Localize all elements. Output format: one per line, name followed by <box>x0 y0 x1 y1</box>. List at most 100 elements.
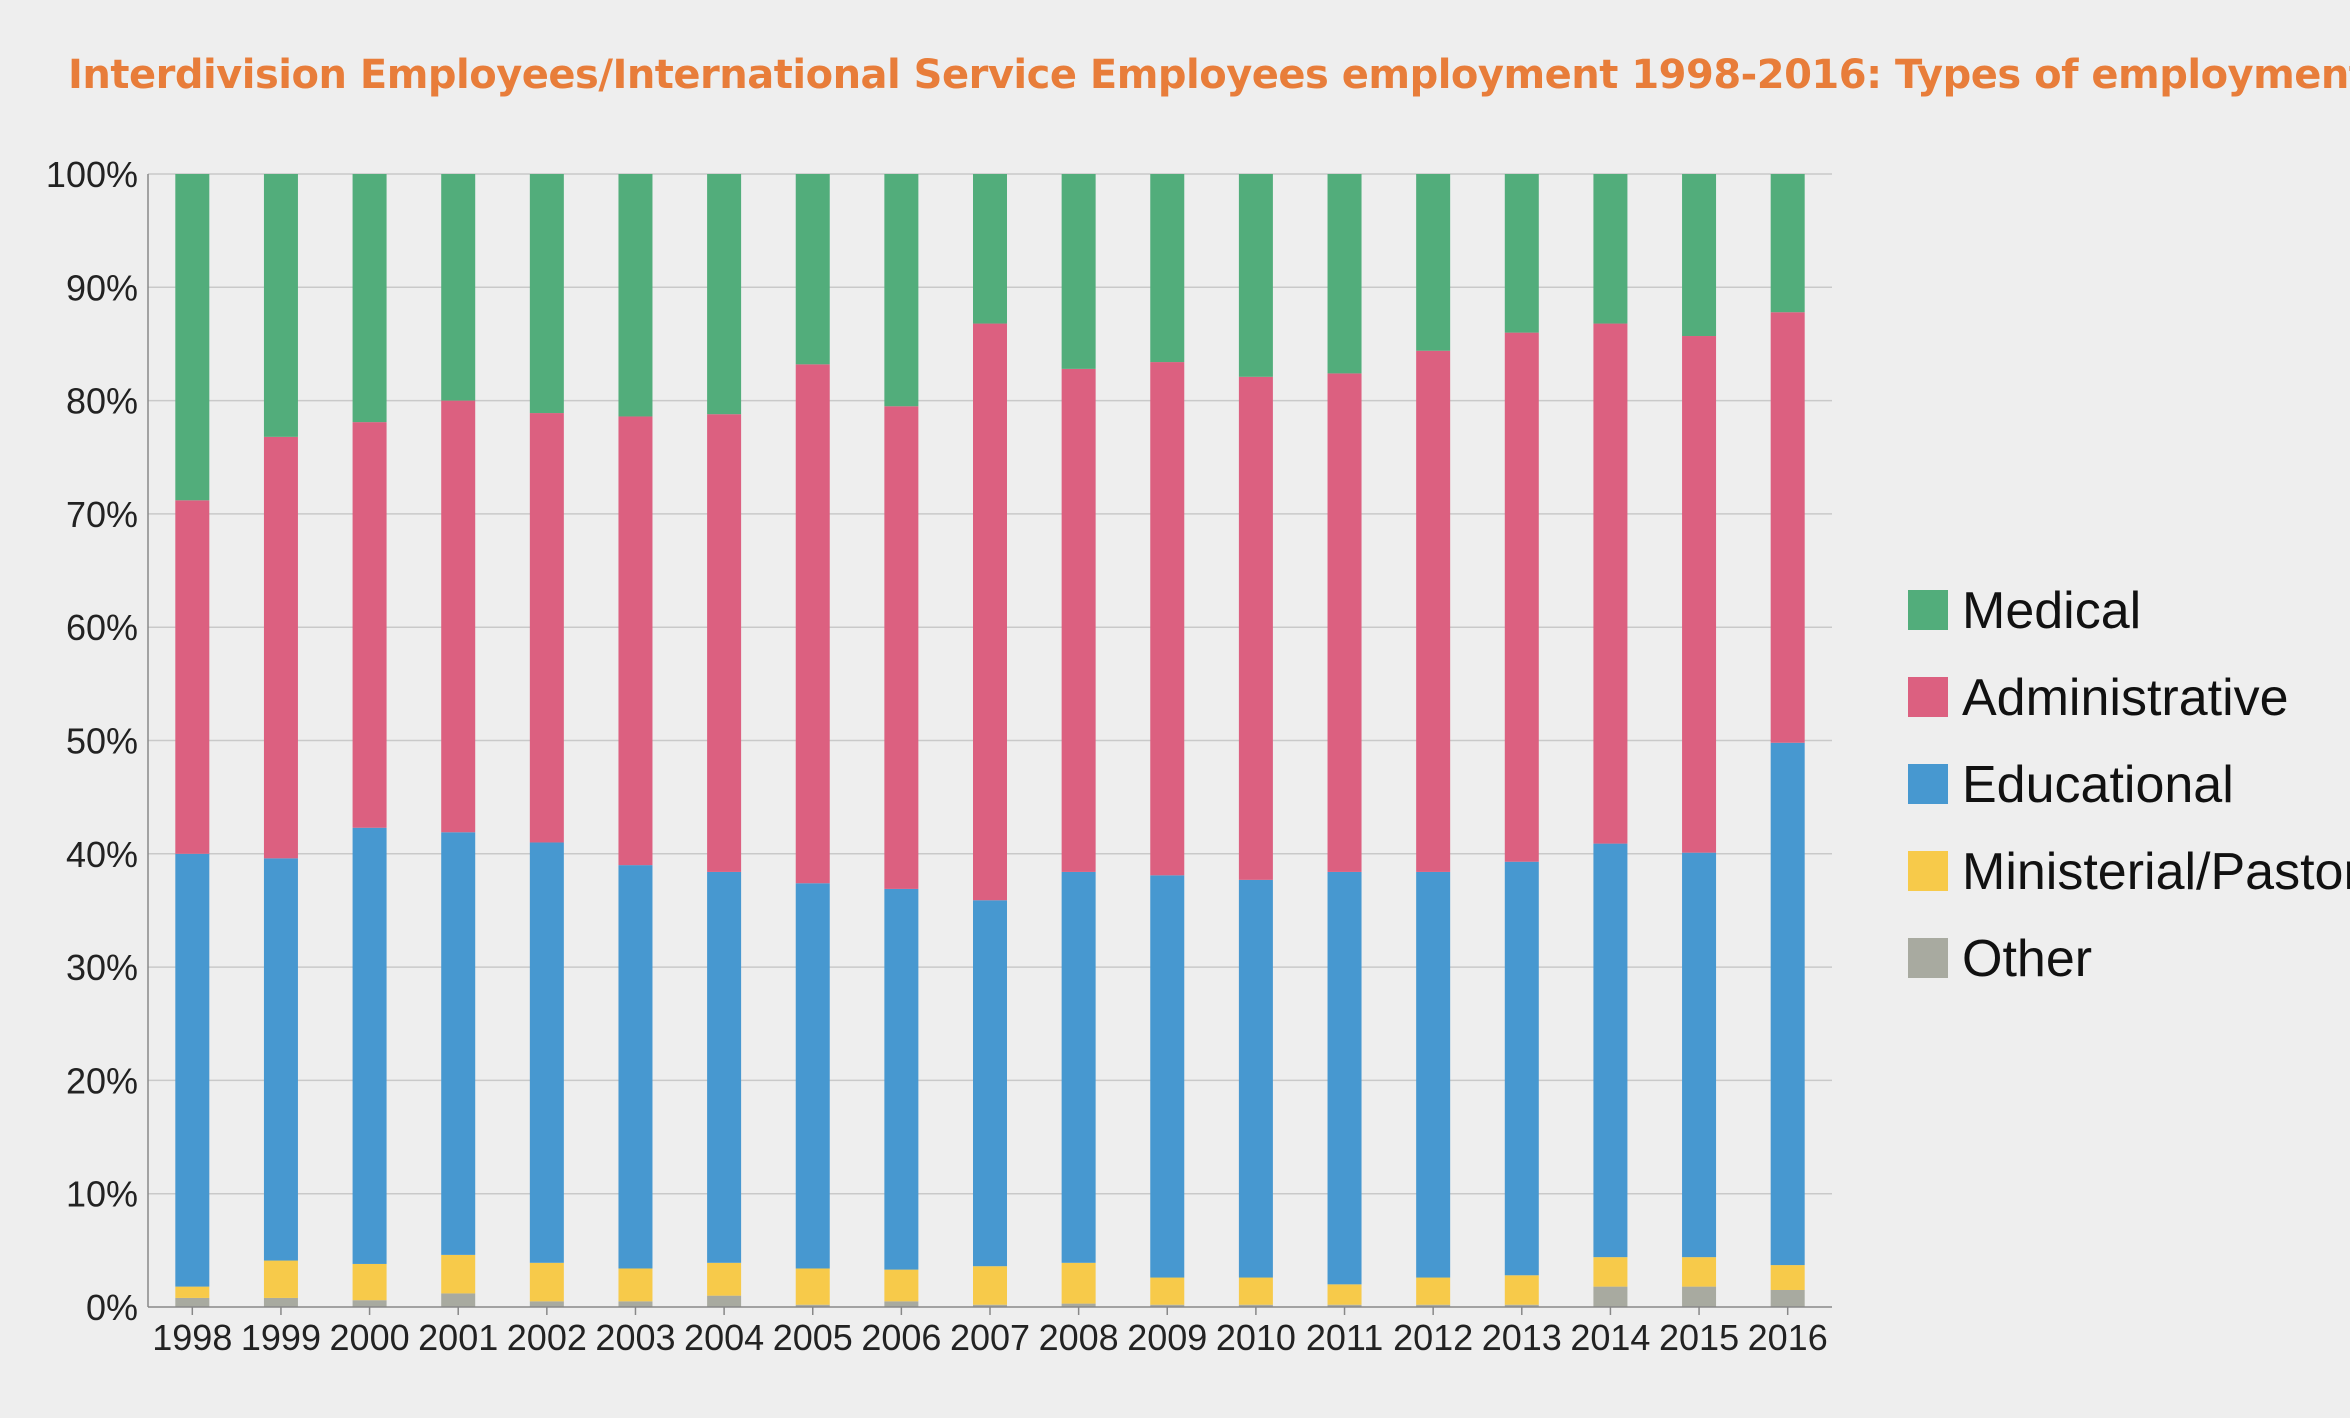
bar-2009-other <box>1150 1304 1185 1307</box>
bar-2011-other <box>1327 1304 1362 1307</box>
bar-2015-ministerial-pastoral <box>1682 1257 1717 1287</box>
bar-2012-administrative <box>1416 350 1451 872</box>
bar-2015-other <box>1682 1286 1717 1307</box>
bar-2007-other <box>973 1304 1007 1307</box>
x-tick-label-2010: 2010 <box>1216 1317 1296 1358</box>
x-tick-label-2015: 2015 <box>1659 1317 1739 1358</box>
bar-2010-educational <box>1238 879 1273 1278</box>
bar-2011-educational <box>1327 871 1362 1285</box>
bar-2016-administrative <box>1770 312 1805 743</box>
bar-2010-administrative <box>1238 376 1273 880</box>
bar-2014-administrative <box>1593 323 1628 844</box>
bar-1999-ministerial-pastoral <box>263 1260 298 1298</box>
legend-swatch-ministerial-pastoral <box>1908 851 1948 891</box>
bar-2006-educational <box>884 888 919 1270</box>
bar-2002-administrative <box>529 413 564 843</box>
bar-2001-medical <box>441 174 476 401</box>
bar-2007-educational <box>973 900 1007 1267</box>
x-tick-label-2006: 2006 <box>861 1317 941 1358</box>
x-tick-label-2014: 2014 <box>1570 1317 1650 1358</box>
legend-label-medical: Medical <box>1962 582 2141 640</box>
bar-2002-educational <box>529 842 564 1263</box>
legend-swatch-other <box>1908 938 1948 978</box>
x-tick-label-2009: 2009 <box>1127 1317 1207 1358</box>
bar-1999-educational <box>263 858 298 1261</box>
bar-2016-educational <box>1770 742 1805 1266</box>
bar-2000-administrative <box>352 422 387 828</box>
x-tick-label-2013: 2013 <box>1482 1317 1562 1358</box>
y-tick-label-0: 0% <box>86 1287 138 1328</box>
x-tick-label-2003: 2003 <box>595 1317 675 1358</box>
bar-2005-administrative <box>795 364 830 884</box>
x-tick-label-1999: 1999 <box>241 1317 321 1358</box>
bars <box>175 174 1805 1307</box>
bar-2010-other <box>1238 1304 1273 1307</box>
x-tick-label-2001: 2001 <box>418 1317 498 1358</box>
bar-2014-other <box>1593 1286 1628 1307</box>
bar-2004-educational <box>707 871 742 1263</box>
legend-swatch-administrative <box>1908 677 1948 717</box>
bar-2003-administrative <box>618 416 653 866</box>
bar-2003-ministerial-pastoral <box>618 1268 653 1302</box>
bar-2011-administrative <box>1327 373 1362 872</box>
x-tick-label-2000: 2000 <box>330 1317 410 1358</box>
bar-2006-medical <box>884 174 919 407</box>
bar-2015-medical <box>1682 174 1717 337</box>
bar-2012-educational <box>1416 871 1451 1278</box>
bar-2001-other <box>441 1293 476 1307</box>
y-tick-label-50: 50% <box>66 721 138 762</box>
bar-2010-medical <box>1238 174 1273 377</box>
legend: Medical Administrative Educational Minister… <box>1908 582 2350 988</box>
y-tick-label-90: 90% <box>66 267 138 308</box>
bar-2004-other <box>707 1295 742 1307</box>
x-tick-label-2012: 2012 <box>1393 1317 1473 1358</box>
bar-2002-other <box>529 1301 564 1307</box>
bar-2014-educational <box>1593 843 1628 1258</box>
bar-2009-administrative <box>1150 362 1185 876</box>
bar-1998-educational <box>175 853 210 1287</box>
bar-2000-ministerial-pastoral <box>352 1263 387 1301</box>
y-tick-label-20: 20% <box>66 1060 138 1101</box>
x-tick-label-2011: 2011 <box>1306 1317 1383 1358</box>
bar-2005-medical <box>795 174 830 365</box>
legend-label-ministerial-pastoral: Ministerial/Pastoral <box>1962 843 2350 901</box>
bar-2003-educational <box>618 865 653 1269</box>
axes: 0% 10% 20% 30% 40% 50% 60% 70% 80% 90% 100% 1998 199… <box>46 154 1832 1358</box>
bar-2014-ministerial-pastoral <box>1593 1257 1628 1287</box>
bar-2004-administrative <box>707 414 742 872</box>
bar-2006-ministerial-pastoral <box>884 1269 919 1302</box>
x-tick-label-2007: 2007 <box>950 1317 1030 1358</box>
bar-2013-ministerial-pastoral <box>1504 1275 1539 1305</box>
bar-2009-ministerial-pastoral <box>1150 1277 1185 1305</box>
bar-2007-ministerial-pastoral <box>973 1266 1007 1305</box>
bar-2003-medical <box>618 174 653 417</box>
legend-label-administrative: Administrative <box>1962 669 2289 727</box>
bar-2002-ministerial-pastoral <box>529 1262 564 1302</box>
bar-2008-ministerial-pastoral <box>1061 1262 1096 1304</box>
bar-2012-medical <box>1416 174 1451 351</box>
bar-1999-medical <box>263 174 298 437</box>
bar-2000-educational <box>352 827 387 1264</box>
x-tick-label-2008: 2008 <box>1039 1317 1119 1358</box>
bar-2006-other <box>884 1301 919 1307</box>
legend-label-educational: Educational <box>1962 756 2234 814</box>
legend-label-other: Other <box>1962 930 2092 988</box>
bar-2008-medical <box>1061 174 1096 369</box>
y-tick-label-100: 100% <box>46 154 138 195</box>
bar-2002-medical <box>529 174 564 414</box>
bar-2008-administrative <box>1061 368 1096 872</box>
bar-2013-other <box>1504 1304 1539 1307</box>
bar-2016-medical <box>1770 174 1805 313</box>
x-tick-label-1998: 1998 <box>152 1317 232 1358</box>
y-tick-label-30: 30% <box>66 947 138 988</box>
bar-2008-educational <box>1061 871 1096 1263</box>
bar-2013-educational <box>1504 861 1539 1276</box>
bar-2007-administrative <box>973 323 1007 901</box>
bar-1999-other <box>263 1297 298 1307</box>
chart-title: Interdivision Employees/International Se… <box>68 52 2350 98</box>
bar-1998-other <box>175 1297 210 1307</box>
bar-1998-medical <box>175 174 210 501</box>
legend-swatch-medical <box>1908 590 1948 630</box>
bar-2001-educational <box>441 832 476 1255</box>
legend-swatch-educational <box>1908 764 1948 804</box>
